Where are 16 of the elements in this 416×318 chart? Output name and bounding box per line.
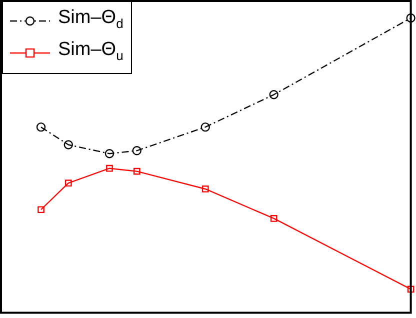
point — [38, 206, 44, 214]
point — [104, 149, 114, 158]
point — [200, 122, 210, 132]
point — [202, 186, 209, 192]
point — [269, 90, 278, 100]
point — [270, 215, 278, 222]
legend-label: Sim–Θ$_{d}$ — [58, 6, 124, 33]
point — [406, 13, 416, 23]
point — [36, 122, 46, 132]
point — [407, 286, 414, 293]
point — [133, 168, 140, 175]
legend-label: Sim–Θ$_{u}$ — [58, 38, 124, 65]
point — [132, 146, 142, 156]
point — [106, 164, 113, 172]
point — [64, 180, 72, 187]
point — [64, 140, 73, 150]
